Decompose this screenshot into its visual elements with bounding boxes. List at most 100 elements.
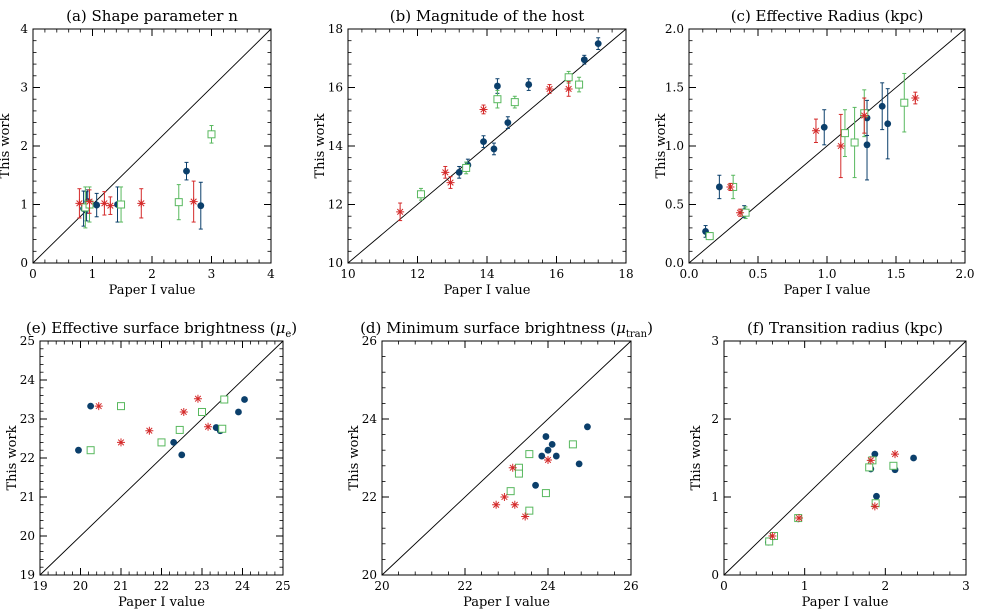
data-point-circle bbox=[820, 123, 828, 131]
x-tick-label: 21 bbox=[113, 579, 128, 593]
series-square bbox=[705, 72, 909, 241]
data-point-square bbox=[705, 232, 714, 241]
x-axis-label: Paper I value bbox=[444, 283, 531, 298]
y-tick-label: 4 bbox=[20, 22, 28, 36]
panel-title: (f) Transition radius (kpc) bbox=[747, 319, 943, 337]
panel-title: (d) Minimum surface brightness (μtran) bbox=[360, 319, 653, 340]
data-point-square bbox=[765, 537, 774, 546]
panel-title: (e) Effective surface brightness (μe) bbox=[26, 319, 297, 340]
data-point-circle bbox=[455, 168, 463, 176]
one-to-one-line bbox=[39, 340, 284, 576]
y-tick-label: 3 bbox=[711, 334, 719, 348]
x-tick-label: 12 bbox=[410, 267, 425, 281]
data-point-circle bbox=[584, 423, 591, 431]
x-tick-label: 3 bbox=[962, 579, 970, 593]
x-tick-label: 1.0 bbox=[817, 267, 836, 281]
series-star bbox=[396, 81, 573, 222]
y-tick-label: 0 bbox=[711, 568, 719, 582]
one-to-one-line bbox=[381, 340, 632, 576]
one-to-one-line bbox=[32, 28, 272, 264]
x-tick-label: 2.0 bbox=[955, 267, 974, 281]
series-square bbox=[81, 125, 216, 229]
y-axis-label: This work bbox=[5, 425, 20, 490]
y-tick-label: 10 bbox=[328, 256, 343, 270]
data-point-star bbox=[75, 199, 84, 208]
data-point-square bbox=[889, 461, 898, 470]
data-point-star bbox=[145, 426, 154, 435]
x-axis-label: Paper I value bbox=[118, 595, 205, 610]
data-point-square bbox=[493, 95, 502, 104]
y-tick-label: 1.0 bbox=[665, 139, 684, 153]
x-tick-label: 22 bbox=[457, 579, 472, 593]
x-tick-label: 25 bbox=[275, 579, 290, 593]
data-point-square bbox=[175, 425, 184, 434]
data-point-star bbox=[911, 94, 920, 103]
data-point-star bbox=[179, 407, 188, 416]
data-point-star bbox=[544, 455, 552, 464]
data-point-star bbox=[117, 438, 125, 447]
data-point-star bbox=[521, 512, 530, 521]
x-tick-label: 14 bbox=[479, 267, 495, 281]
data-point-star bbox=[94, 402, 103, 411]
data-point-star bbox=[510, 500, 519, 509]
data-point-star bbox=[811, 126, 820, 135]
series-circle bbox=[532, 423, 591, 489]
data-point-square bbox=[117, 200, 126, 209]
panel-3: 0.0 0.5 1.0 1.5 2.0 0.0 0.5 1.0 1.5 2.0 (c) Effect… bbox=[654, 7, 975, 298]
data-point-circle bbox=[873, 492, 880, 500]
data-point-star bbox=[479, 105, 488, 114]
data-point-square bbox=[462, 163, 471, 172]
x-tick-label: 0.5 bbox=[748, 267, 767, 281]
panel-1: 0 1 2 3 4 0 1 2 3 4 (a) Shape parameter n Paper I v… bbox=[0, 7, 275, 298]
data-point-circle bbox=[910, 454, 917, 462]
data-point-circle bbox=[878, 102, 886, 110]
data-point-circle bbox=[75, 446, 82, 454]
data-point-star bbox=[891, 450, 900, 459]
y-tick-label: 0.5 bbox=[665, 198, 684, 212]
x-tick-label: 20 bbox=[374, 579, 389, 593]
data-point-circle bbox=[548, 440, 556, 448]
series-star bbox=[726, 91, 920, 217]
y-tick-label: 19 bbox=[20, 568, 35, 582]
x-tick-label: 26 bbox=[623, 579, 638, 593]
y-tick-label: 2 bbox=[711, 412, 719, 426]
one-to-one-line bbox=[347, 28, 627, 264]
data-point-star bbox=[508, 463, 517, 472]
x-tick-label: 1 bbox=[801, 579, 809, 593]
data-point-square bbox=[564, 73, 573, 82]
data-point-circle bbox=[532, 481, 539, 489]
x-tick-label: 18 bbox=[618, 267, 633, 281]
data-point-circle bbox=[93, 201, 101, 209]
data-point-star bbox=[726, 182, 735, 191]
y-tick-label: 24 bbox=[362, 412, 378, 426]
y-tick-label: 23 bbox=[20, 412, 35, 426]
data-point-circle bbox=[241, 396, 248, 403]
data-point-star bbox=[545, 84, 554, 93]
x-tick-label: 1.5 bbox=[886, 267, 905, 281]
y-tick-label: 0.0 bbox=[665, 256, 684, 270]
x-tick-label: 24 bbox=[235, 579, 251, 593]
data-point-circle bbox=[87, 402, 95, 410]
y-tick-label: 0 bbox=[20, 256, 28, 270]
series-square bbox=[86, 395, 229, 455]
data-point-square bbox=[174, 198, 183, 207]
data-point-square bbox=[117, 402, 125, 411]
data-point-star bbox=[500, 493, 509, 501]
data-point-circle bbox=[715, 183, 723, 191]
title-subscript: e bbox=[285, 329, 291, 340]
x-tick-label: 0.0 bbox=[679, 267, 698, 281]
data-point-circle bbox=[542, 433, 550, 440]
data-point-star bbox=[85, 197, 94, 206]
data-point-square bbox=[865, 463, 874, 472]
data-point-circle bbox=[490, 145, 498, 153]
series-star bbox=[94, 394, 213, 447]
data-point-square bbox=[840, 129, 849, 138]
data-point-star bbox=[106, 201, 115, 210]
y-tick-label: 12 bbox=[328, 198, 343, 212]
data-point-square bbox=[541, 489, 550, 498]
panel-title: (b) Magnitude of the host bbox=[390, 7, 584, 25]
y-axis-label: This work bbox=[654, 113, 669, 178]
data-point-circle bbox=[538, 452, 546, 460]
